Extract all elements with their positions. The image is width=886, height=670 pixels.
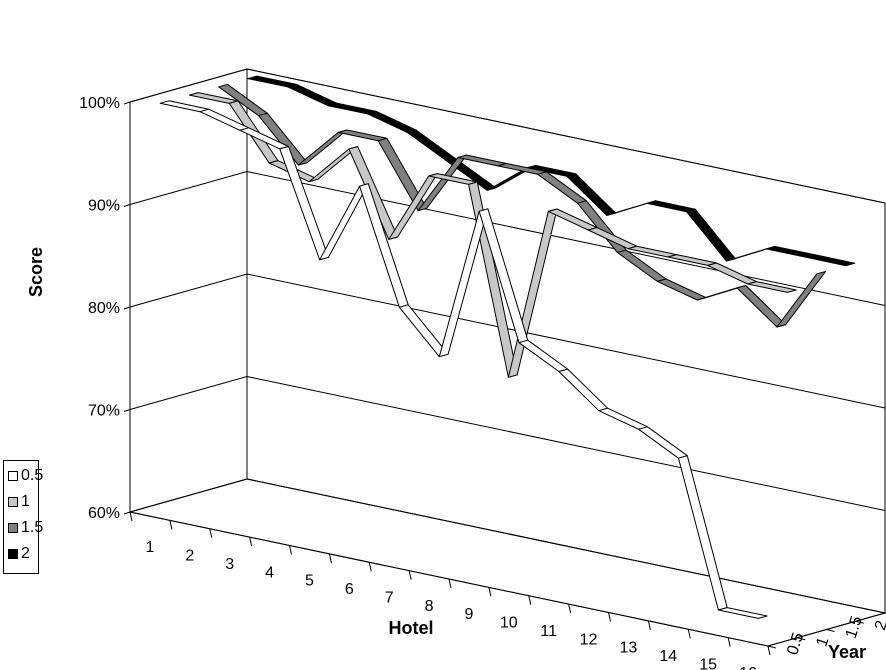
depth-axis-title: Year [828, 642, 866, 662]
y-tick-mark [123, 511, 131, 515]
x-tick-mark [328, 553, 332, 563]
x-tick-mark [608, 612, 611, 622]
legend-swatch [8, 471, 18, 481]
gridline [129, 170, 886, 306]
x-tick-label: 16 [739, 665, 757, 670]
axes [123, 101, 886, 656]
x-tick-label: 2 [185, 548, 194, 565]
gridlines [129, 68, 886, 614]
depth-tick-label: 0.5 [784, 631, 807, 658]
y-tick-label: 60% [88, 505, 120, 522]
series-0.5 [159, 100, 768, 619]
ribbon-segment [805, 254, 856, 267]
x-tick-label: 6 [345, 581, 354, 598]
legend-swatch [8, 549, 18, 559]
depth-tick-mark [767, 645, 777, 649]
legend-swatch [8, 523, 18, 533]
depth-tick-label: 1.5 [843, 614, 866, 641]
x-tick-mark [408, 570, 412, 580]
depth-tick-mark [797, 637, 806, 641]
legend-item: 1 [8, 493, 30, 511]
x-tick-label: 1 [145, 539, 154, 556]
x-axis-title: Hotel [389, 618, 434, 638]
legend-item: 1.5 [8, 519, 43, 537]
legend-item: 2 [8, 545, 30, 563]
gridline [129, 375, 886, 511]
x-tick-label: 10 [500, 615, 518, 632]
ribbon-segment [747, 281, 797, 293]
x-tick-label: 14 [659, 648, 677, 665]
y-tick-label: 90% [88, 198, 120, 215]
x-tick-mark [647, 620, 651, 630]
legend-label: 0.5 [21, 467, 44, 484]
x-tick-mark [249, 537, 253, 547]
y-tick-mark [123, 409, 131, 412]
x-tick-mark [528, 595, 532, 605]
x-tick-mark [687, 629, 691, 639]
ribbon-segment [717, 607, 768, 619]
depth-tick-label: 2 [872, 619, 886, 633]
gridline [129, 478, 886, 614]
series-2 [247, 75, 856, 267]
x-tick-label: 7 [385, 589, 394, 606]
x-tick-mark [289, 545, 292, 555]
x-tick-label: 8 [425, 598, 434, 615]
y-tick-label: 70% [88, 403, 120, 420]
tick-labels: 60%70%80%90%100%123456789101112131415160… [79, 95, 886, 670]
legend-item: 0.5 [8, 467, 43, 485]
x-tick-label: 4 [265, 564, 274, 581]
legend-label: 1.5 [21, 519, 44, 536]
x-tick-mark [129, 511, 133, 522]
legend-swatch [8, 497, 18, 507]
x-tick-mark [448, 578, 452, 589]
x-tick-label: 13 [620, 640, 638, 657]
x-tick-label: 3 [225, 556, 234, 573]
x-tick-label: 5 [305, 573, 314, 590]
y-tick-label: 80% [88, 300, 120, 317]
x-tick-mark [767, 645, 771, 656]
legend: 0.5 1 1.5 2 [3, 460, 43, 574]
x-tick-mark [568, 604, 572, 614]
y-axis-title: Score [26, 247, 46, 297]
legend-label: 1 [21, 493, 30, 510]
x-tick-mark [488, 587, 492, 597]
x-tick-mark [368, 562, 372, 572]
gridline [129, 273, 886, 409]
y-tick-mark [123, 101, 131, 105]
x-tick-mark [209, 528, 213, 538]
y-tick-label: 100% [79, 95, 120, 112]
x-tick-label: 11 [540, 623, 557, 640]
depth-tick-mark [855, 620, 864, 624]
depth-tick-mark [826, 629, 835, 632]
legend-label: 2 [21, 545, 30, 562]
series-ribbons [159, 75, 856, 619]
x-tick-mark [727, 637, 731, 647]
gridline [129, 68, 886, 204]
x-tick-label: 12 [580, 631, 598, 648]
x-tick-label: 9 [464, 606, 473, 623]
x-tick-mark [169, 520, 173, 530]
y-tick-mark [123, 204, 131, 207]
ribbon-segment [776, 271, 827, 328]
x-tick-label: 15 [699, 656, 717, 670]
y-tick-mark [123, 306, 131, 310]
